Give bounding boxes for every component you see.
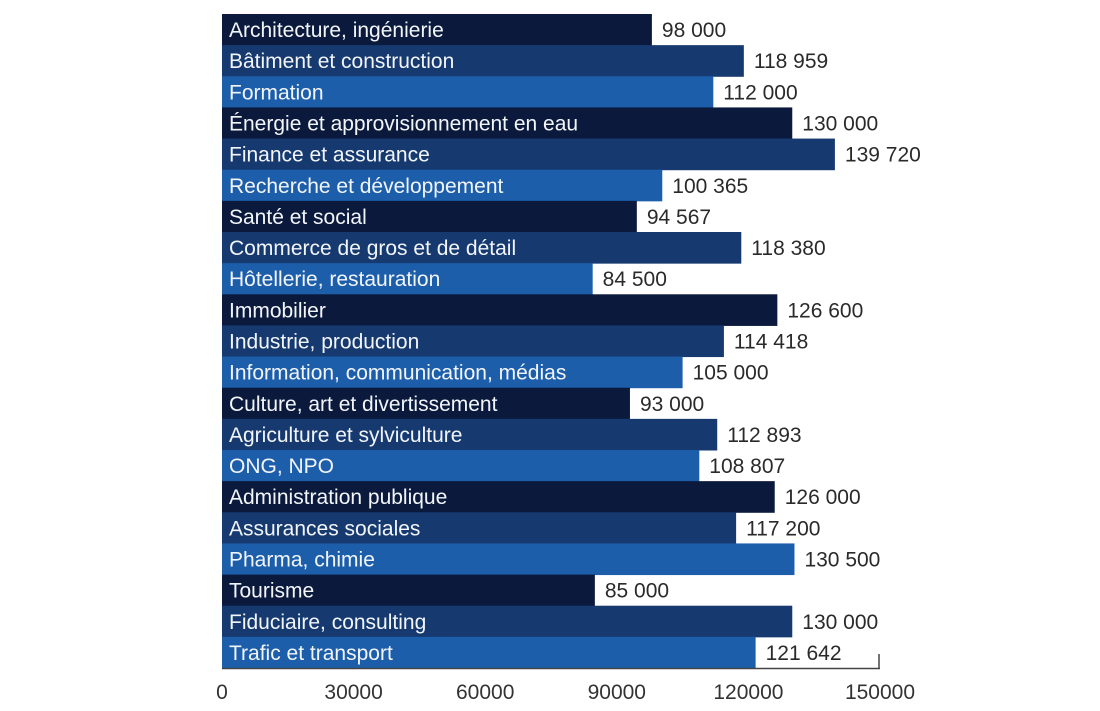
- value-label: 114 418: [734, 331, 808, 354]
- category-label: Trafic et transport: [229, 642, 393, 665]
- value-label: 112 893: [727, 424, 801, 447]
- value-label: 118 959: [754, 50, 828, 73]
- category-label: Pharma, chimie: [229, 549, 375, 572]
- value-label: 126 600: [787, 299, 863, 322]
- bar: [222, 356, 683, 389]
- category-label: Hôtellerie, restauration: [229, 268, 440, 291]
- category-label: Assurances sociales: [229, 517, 420, 540]
- x-tick-label: 30000: [324, 681, 382, 704]
- category-label: Commerce de gros et de détail: [229, 237, 516, 260]
- value-label: 130 500: [804, 549, 880, 572]
- value-label: 117 200: [746, 517, 820, 540]
- bars-layer: [222, 14, 835, 669]
- bar: [222, 543, 795, 576]
- category-label: Fiduciaire, consulting: [229, 611, 426, 634]
- category-label: Recherche et développement: [229, 175, 504, 198]
- category-label: ONG, NPO: [229, 455, 334, 478]
- bar: [222, 636, 756, 669]
- bar: [222, 294, 778, 326]
- bar: [222, 45, 744, 77]
- bar: [222, 138, 835, 171]
- category-label: Énergie et approvisionnement en eau: [229, 113, 578, 136]
- value-label: 105 000: [693, 362, 769, 385]
- value-label: 121 642: [766, 642, 842, 665]
- bar: [222, 200, 637, 233]
- category-label: Administration publique: [229, 486, 447, 509]
- bar: [222, 418, 718, 451]
- category-labels-layer: Architecture, ingénierie Bâtiment et cons…: [229, 19, 578, 665]
- value-label: 130 000: [802, 113, 878, 136]
- bar: [222, 574, 595, 607]
- bar: [222, 481, 775, 513]
- x-tick-label: 60000: [456, 681, 514, 704]
- bar: [222, 76, 714, 108]
- category-label: Tourisme: [229, 580, 314, 603]
- x-tick-label: 120000: [713, 681, 783, 704]
- value-label: 118 380: [751, 237, 825, 260]
- bar: [222, 325, 724, 358]
- category-label: Information, communication, médias: [229, 362, 566, 385]
- x-tick-label: 90000: [588, 681, 646, 704]
- value-label: 93 000: [640, 393, 704, 416]
- value-label: 94 567: [647, 206, 711, 229]
- category-label: Finance et assurance: [229, 144, 430, 167]
- category-label: Santé et social: [229, 206, 367, 229]
- category-label: Formation: [229, 81, 324, 104]
- bar: [222, 605, 793, 638]
- value-label: 130 000: [802, 611, 878, 634]
- category-label: Architecture, ingénierie: [229, 19, 444, 42]
- value-label: 139 720: [845, 144, 921, 167]
- value-label: 100 365: [672, 175, 748, 198]
- category-label: Immobilier: [229, 299, 326, 322]
- value-label: 84 500: [603, 268, 667, 291]
- category-label: Agriculture et sylviculture: [229, 424, 462, 447]
- bar: [222, 232, 742, 264]
- bar: [222, 512, 737, 544]
- category-label: Culture, art et divertissement: [229, 393, 498, 416]
- value-label: 112 000: [723, 81, 797, 104]
- x-tick-label: 0: [216, 681, 228, 704]
- value-label: 108 807: [709, 455, 785, 478]
- bar: [222, 263, 593, 295]
- category-label: Bâtiment et construction: [229, 50, 454, 73]
- x-tick-label: 150000: [845, 681, 915, 704]
- value-label: 126 000: [785, 486, 861, 509]
- category-label: Industrie, production: [229, 331, 419, 354]
- bar: [222, 14, 652, 46]
- x-axis: 0 30000 60000 90000 120000 150000: [216, 654, 915, 704]
- bar: [222, 169, 663, 202]
- bar: [222, 107, 793, 140]
- value-label: 85 000: [605, 580, 669, 603]
- value-label: 98 000: [662, 19, 726, 42]
- bar: [222, 450, 700, 482]
- bar: [222, 387, 630, 420]
